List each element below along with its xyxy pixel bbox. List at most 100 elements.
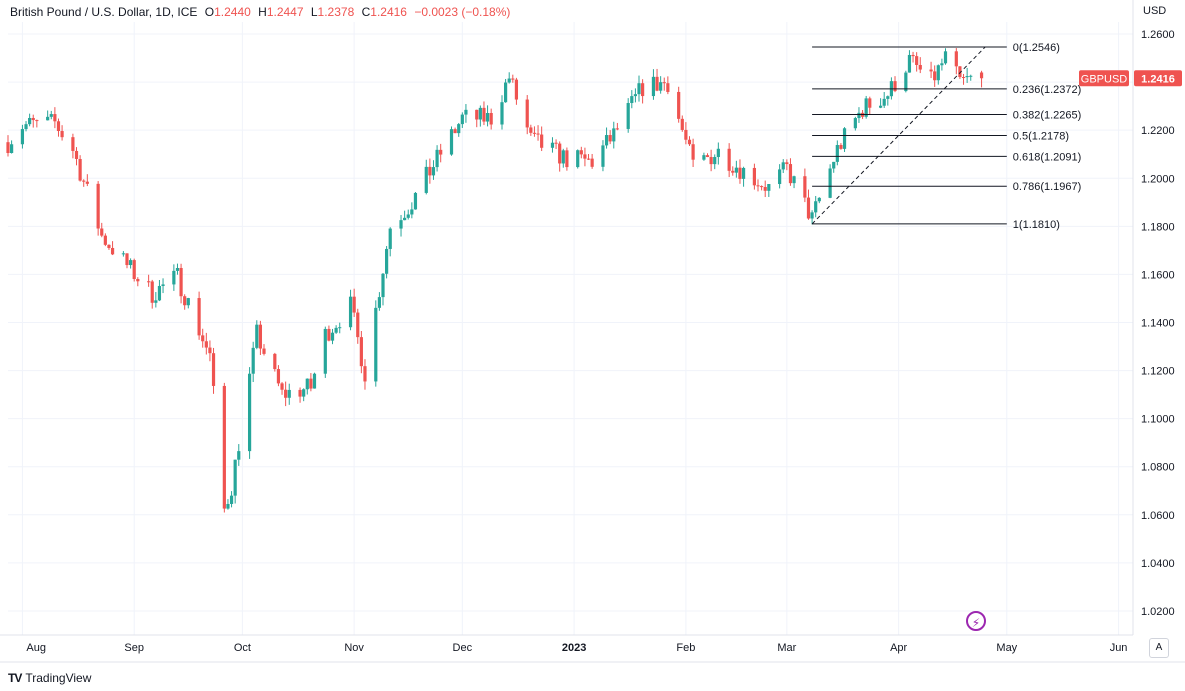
candle-body bbox=[410, 209, 414, 215]
x-tick-label: Oct bbox=[234, 642, 251, 654]
currency-label: USD bbox=[1143, 5, 1167, 17]
candle-up bbox=[965, 67, 969, 83]
y-tick-label: 1.1000 bbox=[1141, 414, 1175, 426]
candle-body bbox=[276, 369, 281, 384]
candle-body bbox=[222, 385, 226, 509]
candle-down bbox=[201, 328, 205, 348]
candle-body bbox=[439, 149, 443, 155]
candle-up bbox=[385, 246, 389, 279]
candle-down bbox=[179, 263, 183, 304]
candle-body bbox=[35, 120, 39, 122]
candle-body bbox=[842, 128, 847, 149]
candle-body bbox=[359, 337, 363, 367]
candle-up bbox=[485, 105, 490, 127]
candle-body bbox=[211, 353, 216, 386]
candle-body bbox=[536, 133, 540, 135]
lightning-icon[interactable]: ⚡ bbox=[966, 611, 986, 631]
fibonacci-retracement[interactable]: 0(1.2546) 0.236(1.2372) 0.382(1.2265) 0.5(1… bbox=[811, 42, 1082, 231]
candle-body bbox=[403, 217, 407, 221]
candle-down bbox=[107, 244, 111, 250]
candle-up bbox=[157, 279, 162, 302]
candle-body bbox=[385, 248, 389, 274]
candle-body bbox=[817, 197, 821, 202]
candle-body bbox=[251, 347, 255, 374]
open-value: 1.2440 bbox=[214, 5, 251, 19]
candle-body bbox=[738, 167, 742, 179]
candle-body bbox=[229, 495, 234, 504]
candle-body bbox=[201, 335, 205, 342]
candle-down bbox=[309, 373, 313, 392]
candle-up bbox=[814, 195, 818, 218]
candle-body bbox=[626, 103, 630, 129]
candle-body bbox=[677, 91, 681, 119]
candle-body bbox=[20, 129, 25, 145]
candle-down bbox=[806, 189, 811, 220]
candle-down bbox=[731, 166, 735, 176]
candle-up bbox=[457, 122, 461, 137]
candle-down bbox=[915, 52, 919, 72]
tradingview-brand: TradingView bbox=[25, 671, 92, 685]
candle-up bbox=[659, 76, 663, 94]
candle-down bbox=[183, 294, 187, 310]
x-tick-label: Apr bbox=[890, 642, 907, 654]
candle-down bbox=[590, 153, 594, 169]
candle-up bbox=[237, 444, 241, 466]
candle-down bbox=[554, 139, 558, 150]
candle-body bbox=[46, 116, 50, 121]
candle-body bbox=[853, 118, 857, 129]
candle-up bbox=[767, 183, 771, 197]
candles bbox=[6, 48, 984, 513]
candle-body bbox=[280, 383, 284, 390]
candle-up bbox=[651, 69, 656, 100]
candle-body bbox=[327, 328, 331, 341]
candle-up bbox=[464, 104, 468, 123]
candle-body bbox=[929, 69, 933, 72]
candle-body bbox=[583, 154, 587, 159]
candle-down bbox=[53, 107, 57, 129]
candle-body bbox=[323, 328, 327, 374]
candle-body bbox=[615, 128, 619, 130]
candle-up bbox=[287, 383, 291, 405]
candle-body bbox=[604, 135, 609, 146]
candle-body bbox=[756, 185, 760, 187]
candle-up bbox=[882, 91, 886, 108]
candle-up bbox=[406, 209, 410, 220]
x-tick-label: Dec bbox=[453, 642, 473, 654]
candle-down bbox=[222, 382, 226, 513]
fib-level-label: 0(1.2546) bbox=[1013, 42, 1060, 54]
candle-body bbox=[943, 51, 948, 64]
candle-down bbox=[280, 382, 284, 395]
candle-down bbox=[558, 141, 562, 172]
y-tick-label: 1.1200 bbox=[1141, 366, 1175, 378]
candle-body bbox=[374, 307, 378, 382]
y-tick-label: 1.2000 bbox=[1141, 173, 1175, 185]
candle-body bbox=[579, 150, 583, 155]
candle-up bbox=[878, 98, 883, 109]
fib-level-label: 0.236(1.2372) bbox=[1013, 84, 1082, 96]
candle-body bbox=[96, 183, 100, 229]
tradingview-footer[interactable]: TV TradingView bbox=[8, 671, 91, 685]
candle-body bbox=[53, 114, 57, 122]
candle-body bbox=[713, 157, 717, 165]
candle-body bbox=[121, 253, 125, 255]
candle-body bbox=[172, 270, 176, 285]
candle-down bbox=[439, 143, 443, 163]
high-label: H bbox=[258, 5, 267, 19]
candle-down bbox=[536, 125, 540, 141]
candle-down bbox=[197, 291, 201, 340]
x-tick-label: May bbox=[996, 642, 1017, 654]
close-label: C bbox=[361, 5, 371, 19]
candle-up bbox=[741, 166, 746, 187]
candle-body bbox=[186, 298, 190, 306]
candle-down bbox=[284, 381, 288, 407]
candle-body bbox=[305, 378, 309, 390]
candle-down bbox=[662, 77, 666, 91]
candle-down bbox=[788, 158, 793, 186]
candle-body bbox=[255, 324, 259, 348]
candle-body bbox=[147, 281, 151, 283]
candle-body bbox=[835, 145, 839, 162]
candle-body bbox=[330, 332, 335, 341]
candle-down bbox=[262, 344, 266, 356]
auto-scale-button[interactable]: A bbox=[1149, 638, 1169, 658]
